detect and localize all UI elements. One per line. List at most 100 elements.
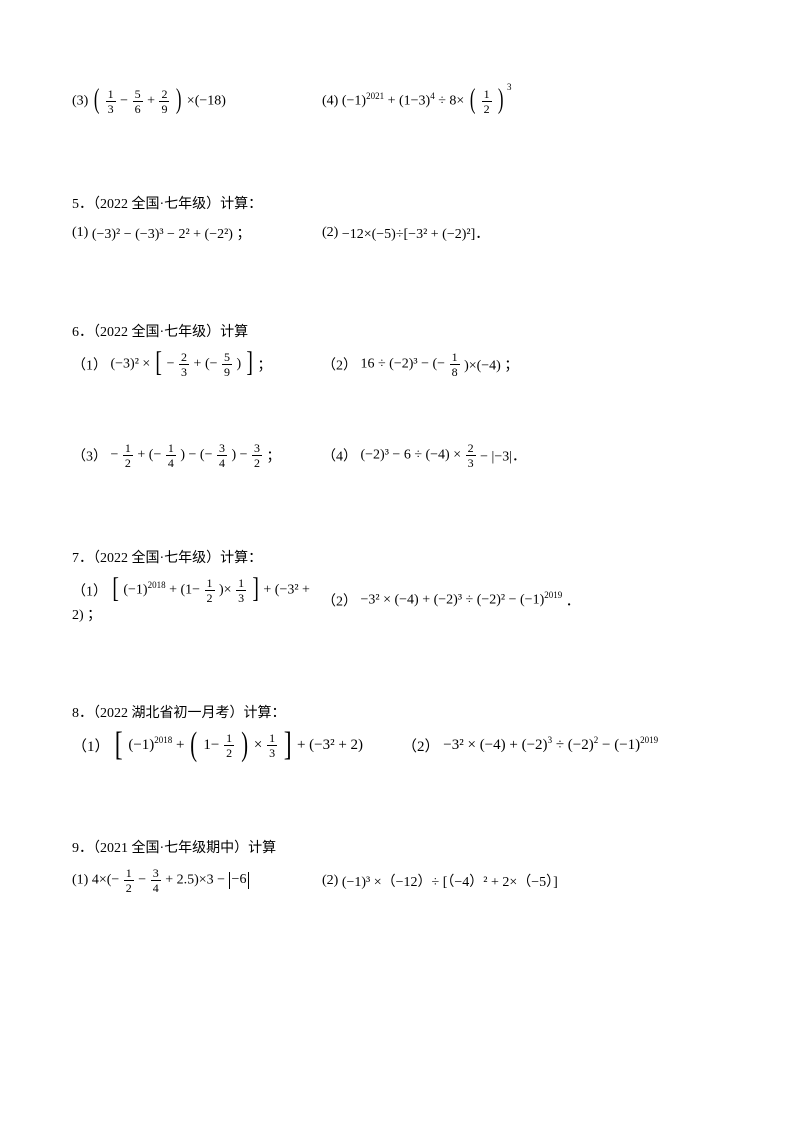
times: × [254, 737, 262, 753]
page-root: (3) ( 13 − 56 + 29 ) ×(−18) (4) (−1)2021… [0, 0, 794, 940]
m2: + (−2) [509, 737, 547, 753]
neg: − [167, 357, 175, 372]
label: （2） [322, 359, 357, 374]
mid: + (− [137, 448, 161, 463]
m3: ÷ (−2) [556, 737, 594, 753]
q9-1: (1) 4×(− 12 − 34 + 2.5)×3 − −6 [72, 867, 322, 894]
tail: )×(−4) ； [464, 359, 518, 374]
frac-1-2: 12 [124, 867, 134, 894]
q6-row1: （1） (−3)² × [ − 23 + (− 59 ) ] ； （2） 16 … [72, 351, 722, 378]
exp-2018: 2018 [148, 580, 166, 590]
neg1: (−1) [128, 737, 154, 753]
minus-icon: − [120, 94, 128, 109]
lparen-icon: ( [191, 731, 198, 758]
frac-1-4: 14 [166, 442, 176, 469]
body: 16 ÷ (−2)³ − (− [361, 357, 446, 372]
label: (2) [322, 225, 338, 240]
semi: ； [258, 359, 272, 374]
oneminus: + (1− [169, 583, 200, 598]
q9-row: (1) 4×(− 12 − 34 + 2.5)×3 − −6 (2) (−1)³… [72, 867, 722, 894]
frac-5-6: 56 [133, 88, 143, 115]
q6-2: （2） 16 ÷ (−2)³ − (− 18 )×(−4) ； [322, 351, 722, 378]
frac-1-2: 12 [123, 442, 133, 469]
mid: + 2.5)×3 − [165, 873, 225, 888]
times: )× [219, 583, 232, 598]
q4-3-label: (3) [72, 94, 88, 109]
q7-1: （1） [ (−1)2018 + (1− 12 )× 13 ] + (−3² +… [72, 577, 322, 624]
q6-1: （1） (−3)² × [ − 23 + (− 59 ) ] ； [72, 351, 322, 378]
q7-2: （2） −3² × (−4) + (−2)³ ÷ (−2)² − (−1)201… [322, 590, 722, 610]
end: − (−1) [602, 737, 640, 753]
m1: (−4) [480, 737, 506, 753]
neg: − [111, 448, 119, 463]
exp-2019: 2019 [544, 590, 562, 600]
q4-3: (3) ( 13 − 56 + 29 ) ×(−18) [72, 88, 322, 115]
q8-heading: 8．（2022 湖北省初一月考）计算： [72, 702, 722, 722]
tail: + (−3² + 2) [297, 737, 363, 753]
plus1m3: + (1−3) [388, 94, 431, 109]
frac-1-2: 12 [224, 732, 234, 759]
body: −12×(−5)÷[−3² + (−2)²]． [342, 227, 489, 242]
mid2: ) − (− [180, 448, 212, 463]
rparen-icon: ) [498, 89, 504, 111]
exp-4: 4 [430, 91, 435, 101]
pre: 4×(− [92, 873, 119, 888]
lbracket-icon: [ [112, 578, 119, 600]
dot: ． [566, 595, 580, 610]
exp-3: 3 [507, 82, 512, 92]
q9-2: (2) (−1)³ ×（−12）÷ [（−4）² + 2×（−5）] [322, 871, 722, 891]
q6-heading: 6．（2022 全国·七年级）计算 [72, 321, 722, 341]
frac-5-9: 59 [222, 351, 232, 378]
frac-2-3: 23 [179, 351, 189, 378]
q4-4-label: (4) [322, 94, 338, 109]
exp-2: 2 [594, 735, 599, 745]
neg1: (−1) [342, 94, 366, 109]
q5-1: (1) (−3)² − (−3)³ − 2² + (−2²) ； [72, 223, 322, 243]
q9-heading: 9．（2021 全国·七年级期中）计算 [72, 837, 722, 857]
frac-1-8: 18 [450, 351, 460, 378]
lbracket-icon: [ [155, 352, 162, 374]
frac-1-3: 13 [267, 732, 277, 759]
body: −3² × (−4) + (−2)³ ÷ (−2)² − (−1) [361, 593, 545, 608]
body: (−3)² − (−3)³ − 2² + (−2²) ； [92, 227, 251, 242]
frac-3-4: 34 [217, 442, 227, 469]
frac-2-9: 29 [159, 88, 169, 115]
plus: + [176, 737, 188, 753]
q8-2: （2） −3² × (−4) + (−2)3 ÷ (−2)2 − (−1)201… [402, 735, 722, 756]
exp-3: 3 [548, 735, 553, 745]
label: （2） [402, 739, 440, 755]
body: (−2)³ − 6 ÷ (−4) × [361, 448, 462, 463]
close: ) [237, 357, 242, 372]
frac-3-4: 34 [151, 867, 161, 894]
rbracket-icon: ] [284, 731, 292, 758]
label: （1） [72, 585, 107, 600]
q6-3: （3） − 12 + (− 14 ) − (− 34 ) − 32 ； [72, 442, 322, 469]
half-cubed: ( 12 ) 3 [468, 88, 506, 115]
frac-2-3: 23 [466, 442, 476, 469]
close: ) − [231, 448, 247, 463]
label: (2) [322, 873, 338, 888]
q6-row2: （3） − 12 + (− 14 ) − (− 34 ) − 32 ； （4） … [72, 442, 722, 469]
pre: −3² × [443, 737, 476, 753]
frac-1-2: 12 [205, 577, 215, 604]
oneminus: 1− [203, 737, 219, 753]
label: (1) [72, 873, 88, 888]
label: （4） [322, 450, 357, 465]
plus-icon: + [147, 94, 155, 109]
q7-heading: 7．（2022 全国·七年级）计算： [72, 547, 722, 567]
div8x: ÷ 8× [438, 94, 464, 109]
frac-1-3: 13 [236, 577, 246, 604]
semi: ； [267, 450, 281, 465]
abs-neg6: −6 [229, 872, 250, 889]
body: (−3)² × [111, 357, 151, 372]
neg: − [138, 873, 146, 888]
neg1: (−1) [123, 583, 147, 598]
q7-row: （1） [ (−1)2018 + (1− 12 )× 13 ] + (−3² +… [72, 577, 722, 624]
q5-row: (1) (−3)² − (−3)³ − 2² + (−2²) ； (2) −12… [72, 223, 722, 243]
rparen-icon: ) [176, 89, 182, 111]
frac-3-2: 32 [252, 442, 262, 469]
q8-1: （1） [ (−1)2018 + ( 1− 12 ) × 13 ] + (−3²… [72, 732, 402, 759]
label: （1） [72, 739, 110, 755]
label: (1) [72, 225, 88, 240]
label: （2） [322, 595, 357, 610]
